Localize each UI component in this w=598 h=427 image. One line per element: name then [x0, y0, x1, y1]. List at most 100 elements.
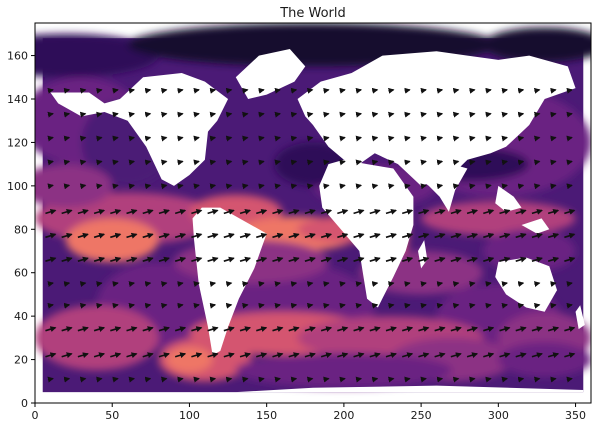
quiver-arrow — [401, 208, 414, 215]
quiver-arrow — [47, 87, 54, 94]
quiver-arrow — [533, 281, 541, 287]
quiver-arrow — [436, 281, 444, 287]
quiver-arrow — [256, 256, 268, 263]
quiver-arrow — [337, 232, 349, 239]
quiver-arrow — [515, 208, 527, 215]
quiver-arrow — [160, 87, 168, 94]
quiver-arrow — [499, 208, 511, 215]
axes-frame — [34, 22, 592, 404]
land-polygon — [405, 164, 468, 212]
quiver-arrow — [258, 87, 265, 94]
quiver-arrow — [547, 208, 560, 215]
quiver-arrow — [93, 208, 106, 215]
quiver-arrow — [304, 232, 316, 239]
quiver-arrow — [272, 326, 284, 332]
quiver-arrow — [418, 326, 430, 332]
heat-region — [35, 305, 159, 371]
quiver-arrow — [436, 111, 444, 118]
quiver-arrow — [466, 326, 479, 332]
quiver-arrow — [339, 183, 346, 190]
quiver-arrow — [242, 111, 249, 118]
quiver-arrow — [385, 208, 397, 215]
quiver-arrow — [420, 159, 427, 166]
quiver-arrow — [501, 159, 508, 166]
quiver-arrow — [128, 302, 136, 309]
quiver-arrow — [320, 256, 333, 263]
quiver-arrow — [401, 326, 414, 332]
x-tick-label: 100 — [179, 409, 200, 422]
quiver-arrow — [323, 376, 330, 383]
quiver-arrow — [304, 352, 316, 359]
quiver-arrow — [404, 135, 411, 142]
quiver-arrow — [225, 302, 233, 309]
quiver-arrow — [112, 376, 119, 383]
quiver-arrow — [79, 376, 87, 383]
quiver-arrow — [256, 232, 268, 239]
quiver-arrow — [272, 232, 284, 239]
quiver-arrow — [223, 232, 235, 239]
quiver-arrow — [531, 326, 543, 332]
quiver-arrow — [272, 256, 284, 263]
y-tick-label: 40 — [14, 310, 28, 323]
quiver-arrow — [550, 111, 557, 118]
quiver-arrow — [290, 302, 298, 309]
quiver-arrow — [242, 376, 249, 383]
land-polygon — [575, 305, 585, 330]
quiver-arrow — [485, 135, 492, 142]
quiver-arrow — [501, 135, 508, 142]
quiver-arrow — [533, 111, 541, 118]
quiver-arrow — [371, 111, 379, 118]
quiver-arrow — [450, 232, 462, 239]
quiver-arrow — [452, 183, 460, 190]
quiver-arrow — [353, 208, 365, 215]
quiver-arrow — [96, 183, 103, 190]
land-polygon — [319, 159, 414, 308]
quiver-arrow — [160, 183, 168, 190]
quiver-arrow — [501, 111, 508, 118]
quiver-arrow — [288, 232, 300, 239]
quiver-arrow — [306, 159, 314, 166]
quiver-arrow — [63, 302, 71, 309]
quiver-arrow — [369, 208, 381, 215]
quiver-arrow — [517, 87, 525, 94]
quiver-arrow — [177, 111, 184, 118]
quiver-arrow — [469, 281, 476, 287]
quiver-arrow — [274, 87, 281, 94]
quiver-arrow — [174, 352, 187, 359]
quiver-arrow — [436, 183, 444, 190]
quiver-arrow — [239, 352, 252, 359]
quiver-arrow — [323, 183, 330, 190]
quiver-arrow — [223, 326, 235, 332]
land-polygon — [297, 51, 576, 186]
quiver-arrow — [533, 302, 541, 309]
quiver-arrow — [418, 232, 430, 239]
chart-title: The World — [279, 6, 346, 21]
quiver-arrow — [142, 208, 154, 215]
quiver-arrow — [304, 326, 316, 332]
quiver-arrow — [306, 135, 314, 142]
quiver-arrow — [401, 232, 414, 239]
quiver-arrow — [272, 352, 284, 359]
quiver-arrow — [434, 232, 446, 239]
quiver-arrow — [144, 376, 152, 383]
quiver-arrow — [144, 183, 152, 190]
quiver-arrow — [566, 281, 573, 287]
quiver-arrow — [485, 111, 492, 118]
quiver-arrow — [126, 232, 138, 239]
land-polygon — [42, 385, 584, 393]
quiver-arrow — [501, 183, 508, 190]
heat-region — [235, 353, 452, 388]
quiver-arrow — [290, 159, 298, 166]
quiver-arrow — [304, 208, 316, 215]
quiver-arrow — [339, 302, 346, 309]
quiver-arrow — [96, 281, 103, 287]
quiver-arrow — [258, 183, 265, 190]
quiver-arrow — [566, 376, 573, 383]
quiver-arrow — [63, 135, 71, 142]
quiver-arrow — [564, 352, 576, 359]
quiver-arrow — [517, 302, 525, 309]
quiver-arrow — [177, 376, 184, 383]
quiver-arrow — [256, 208, 268, 215]
quiver-arrow — [385, 352, 397, 359]
quiver-arrow — [225, 376, 233, 383]
